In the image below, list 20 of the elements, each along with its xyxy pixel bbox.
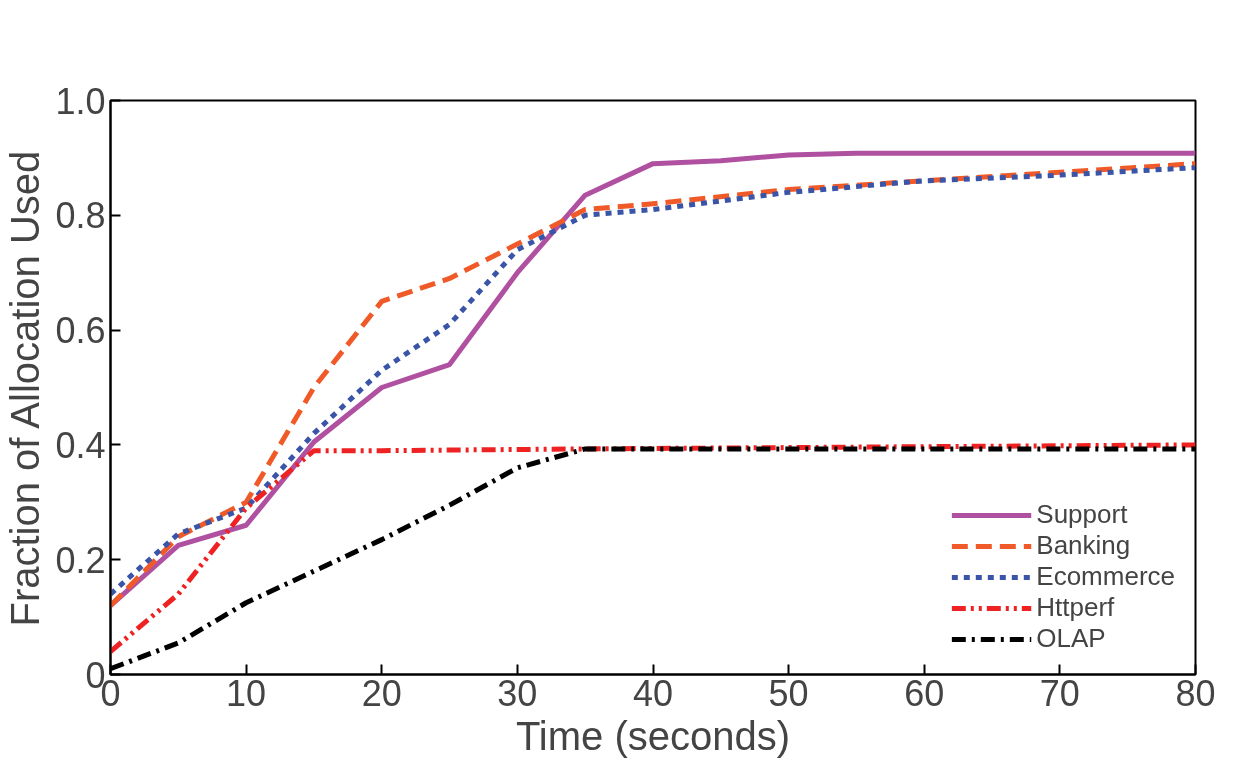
- legend-label: Ecommerce: [1036, 561, 1175, 592]
- x-tick-label: 20: [361, 672, 402, 714]
- x-tick-label: 60: [904, 672, 945, 714]
- legend-label: OLAP: [1036, 623, 1106, 654]
- y-tick-label: 1.0: [55, 80, 106, 122]
- y-tick-label: 0.2: [55, 539, 106, 581]
- x-axis-title: Time (seconds): [515, 713, 791, 758]
- x-tick-label: 70: [1039, 672, 1080, 714]
- x-tick-label: 50: [768, 672, 809, 714]
- x-tick-label: 80: [1175, 672, 1216, 714]
- y-tick-label: 0.8: [55, 195, 106, 237]
- legend-label: Banking: [1036, 530, 1131, 561]
- x-tick-label: 40: [632, 672, 674, 714]
- legend-label: Support: [1036, 499, 1128, 530]
- x-tick-label: 30: [497, 672, 538, 714]
- y-tick-label: 0.4: [55, 424, 106, 466]
- y-axis-title: Fraction of Allocation Used: [3, 150, 48, 627]
- y-tick-label: 0.6: [55, 310, 106, 352]
- x-tick-label: 10: [226, 672, 267, 714]
- legend-label: Httperf: [1036, 592, 1115, 623]
